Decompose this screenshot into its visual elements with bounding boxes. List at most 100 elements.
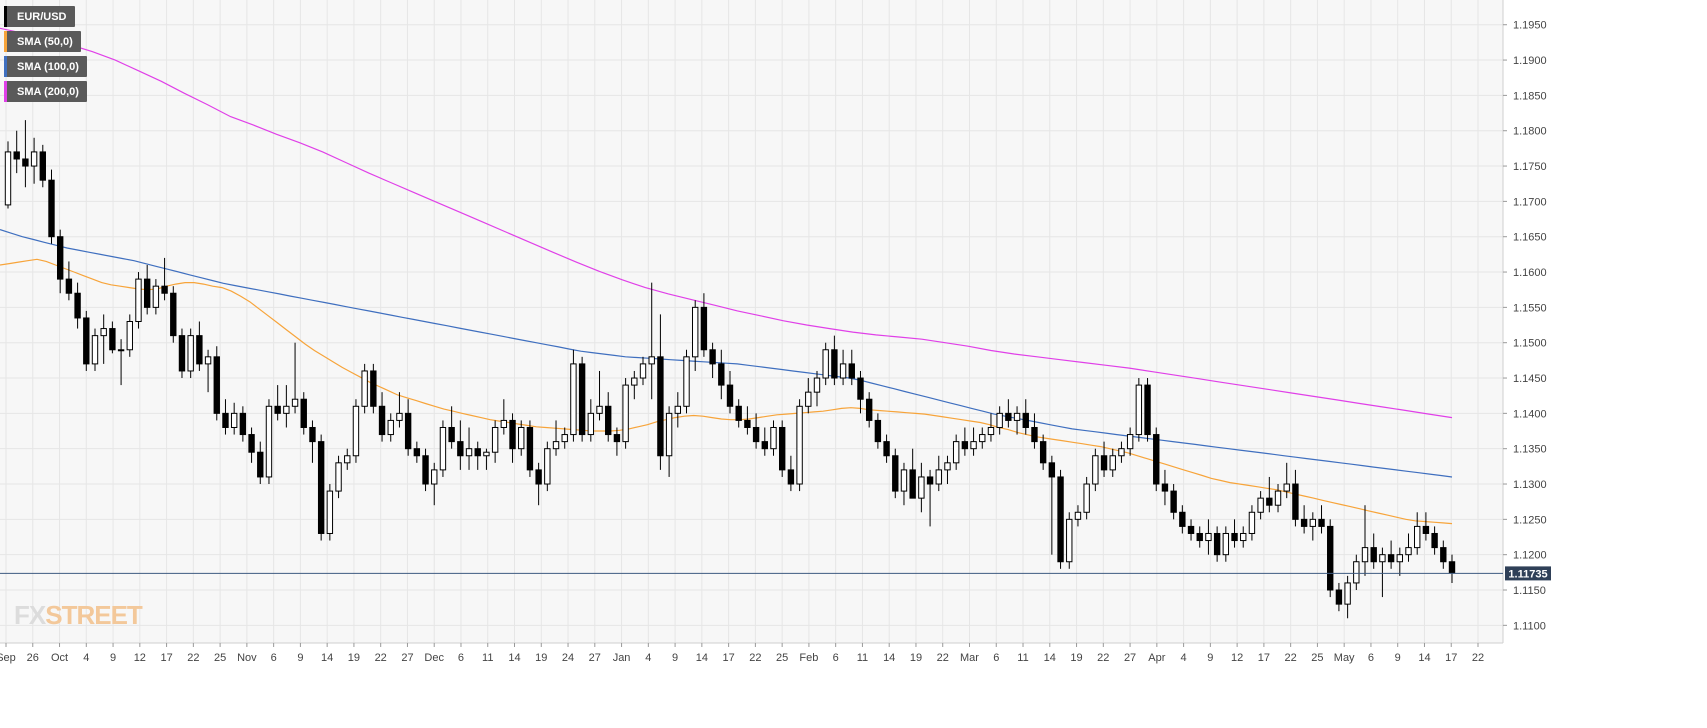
candle-body bbox=[648, 356, 655, 365]
candle-body bbox=[161, 285, 168, 294]
candle-body bbox=[431, 469, 438, 485]
x-tick-label: 14 bbox=[321, 652, 333, 664]
candle-body bbox=[1144, 384, 1151, 436]
x-tick-label: 9 bbox=[110, 652, 116, 664]
candle-body bbox=[857, 377, 864, 400]
x-tick-label: 14 bbox=[883, 652, 895, 664]
candle bbox=[1283, 462, 1290, 499]
candle bbox=[709, 342, 716, 379]
candle-body bbox=[665, 412, 673, 457]
candle bbox=[1100, 441, 1108, 477]
x-tick-label: 27 bbox=[1124, 652, 1136, 664]
candle-body bbox=[735, 405, 742, 421]
candle-body bbox=[631, 377, 638, 386]
legend-item-sma50[interactable]: SMA (50,0) bbox=[4, 31, 81, 52]
candle bbox=[987, 413, 995, 442]
candle bbox=[744, 406, 751, 435]
candle bbox=[222, 399, 229, 435]
candle bbox=[1257, 491, 1264, 520]
candle bbox=[65, 261, 73, 301]
candle bbox=[639, 356, 647, 386]
candle bbox=[1066, 512, 1073, 569]
candle-body bbox=[1022, 412, 1029, 428]
candle-body bbox=[500, 419, 508, 428]
candle bbox=[83, 310, 90, 371]
candle bbox=[387, 413, 394, 442]
candle bbox=[13, 130, 20, 174]
legend-item-eurusd[interactable]: EUR/USD bbox=[4, 6, 75, 27]
candle bbox=[970, 427, 977, 456]
x-tick-label: 22 bbox=[1472, 652, 1484, 664]
candle bbox=[526, 420, 534, 477]
candle bbox=[370, 363, 377, 414]
candle-body bbox=[352, 405, 360, 457]
x-tick-label: 24 bbox=[562, 652, 574, 664]
legend-swatch bbox=[4, 56, 7, 77]
candle-body bbox=[1153, 434, 1160, 485]
candle bbox=[631, 370, 638, 400]
current-price-badge bbox=[1505, 566, 1551, 581]
candle bbox=[1179, 505, 1186, 534]
candle-body bbox=[1448, 561, 1456, 574]
candle-body bbox=[1118, 448, 1125, 457]
x-tick-label: 9 bbox=[672, 652, 678, 664]
legend-item-sma100[interactable]: SMA (100,0) bbox=[4, 56, 87, 77]
candle-body bbox=[509, 419, 516, 450]
candle-body bbox=[30, 151, 38, 167]
candle-body bbox=[526, 426, 534, 471]
watermark-part-street: STREET bbox=[45, 600, 143, 630]
candle-body bbox=[926, 476, 934, 485]
candle-body bbox=[865, 398, 873, 421]
candle bbox=[1118, 441, 1125, 463]
candle bbox=[457, 420, 464, 470]
candle-body bbox=[726, 384, 734, 407]
candle-body bbox=[1013, 412, 1021, 421]
candle bbox=[196, 321, 203, 371]
candle-body bbox=[370, 370, 377, 407]
x-tick-label: 6 bbox=[993, 652, 999, 664]
candle bbox=[283, 385, 290, 428]
candle-body bbox=[178, 335, 186, 372]
legend-item-sma200[interactable]: SMA (200,0) bbox=[4, 81, 87, 102]
y-tick-label: 1.1150 bbox=[1513, 585, 1546, 597]
x-tick-label: 14 bbox=[1044, 652, 1056, 664]
candle bbox=[300, 392, 307, 435]
candle bbox=[178, 328, 186, 379]
candle bbox=[1092, 448, 1099, 492]
candle bbox=[135, 272, 142, 329]
candle bbox=[1379, 547, 1386, 598]
candle bbox=[1144, 378, 1151, 442]
candle-body bbox=[1405, 547, 1412, 556]
candle-body bbox=[1170, 490, 1177, 513]
candle bbox=[735, 399, 742, 428]
candle bbox=[431, 462, 438, 506]
plot-background bbox=[0, 0, 1503, 643]
candle-body bbox=[970, 441, 977, 450]
x-tick-label: 6 bbox=[1368, 652, 1374, 664]
y-tick-label: 1.1800 bbox=[1513, 126, 1547, 138]
candle-body bbox=[396, 412, 403, 421]
y-tick-label: 1.1750 bbox=[1513, 161, 1547, 173]
candle-body bbox=[952, 441, 960, 464]
x-tick-label: 11 bbox=[857, 652, 868, 664]
candle bbox=[170, 286, 177, 343]
candle bbox=[257, 441, 264, 485]
x-tick-label: 25 bbox=[1311, 652, 1323, 664]
legend-label: EUR/USD bbox=[17, 10, 67, 23]
candle bbox=[448, 406, 455, 449]
candle-body bbox=[883, 441, 890, 457]
candle bbox=[518, 420, 525, 456]
candle-body bbox=[135, 278, 142, 323]
candle-body bbox=[683, 356, 690, 407]
candle bbox=[665, 406, 673, 477]
candle-body bbox=[778, 426, 786, 471]
x-tick-label: 22 bbox=[1097, 652, 1109, 664]
candle-body bbox=[1266, 497, 1273, 506]
candle-body bbox=[13, 151, 20, 160]
candle-body bbox=[1440, 547, 1447, 563]
fxstreet-watermark-logo: FXSTREET bbox=[14, 600, 143, 631]
candle-body bbox=[361, 370, 368, 407]
candle-body bbox=[4, 151, 12, 206]
candle-body bbox=[1257, 497, 1264, 513]
candle-body bbox=[474, 448, 481, 457]
